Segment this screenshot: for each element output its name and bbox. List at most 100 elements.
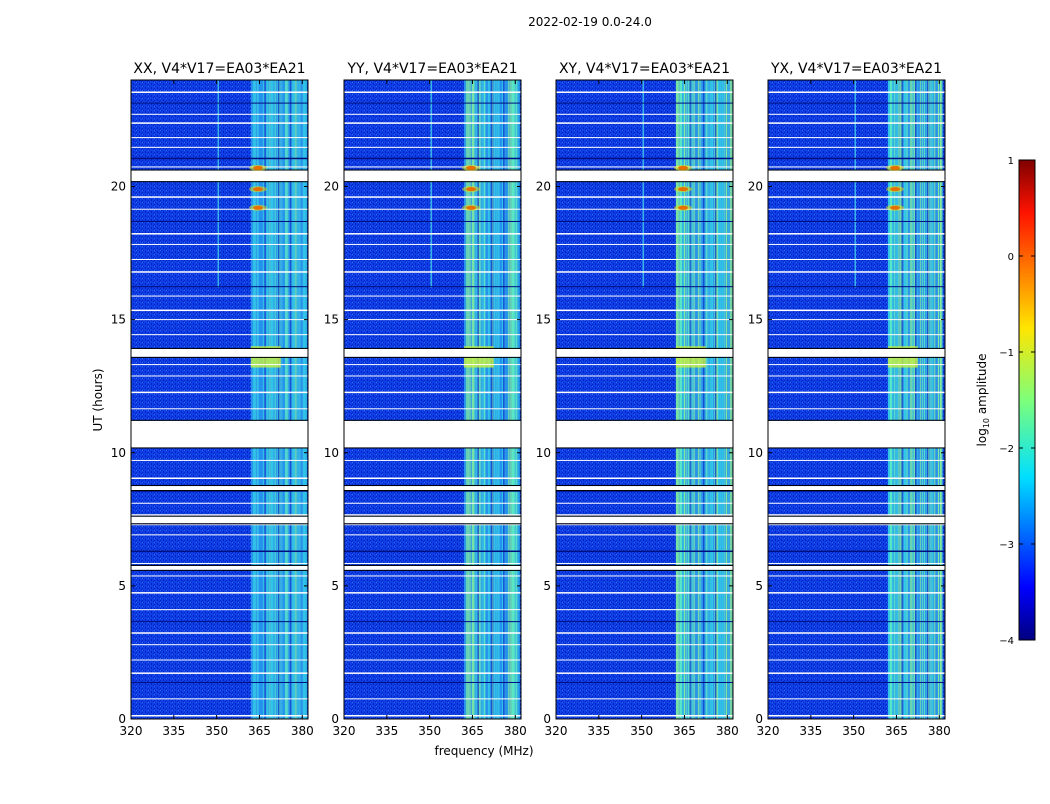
rfi-line (854, 80, 857, 288)
flagged-gap (131, 420, 308, 448)
flagged-gap (556, 348, 733, 357)
y-tick-label: 15 (748, 313, 763, 327)
panel-title: YY, V4*V17=EA03*EA21 (346, 61, 517, 77)
x-tick-label: 350 (630, 724, 653, 738)
panel-heatmap (131, 80, 308, 719)
colorbar-tick-label: −1 (999, 348, 1014, 359)
y-tick-label: 20 (536, 180, 551, 194)
colorbar-tick-label: 0 (1008, 252, 1014, 263)
y-tick-label: 10 (111, 446, 126, 460)
x-axis-label: frequency (MHz) (434, 744, 533, 758)
colorbar-tick-label: −3 (999, 540, 1014, 551)
y-tick-label: 20 (748, 180, 763, 194)
flagged-gap (344, 348, 521, 357)
y-tick-label: 5 (118, 579, 126, 593)
panels-group: XX, V4*V17=EA03*EA21 320 335 350 365 380 0 5 10 1… (111, 61, 951, 738)
flagged-gap (768, 170, 945, 182)
colorbar-label-sub: 10 (982, 418, 991, 428)
y-tick-label: 15 (111, 313, 126, 327)
x-tick-label: 320 (545, 724, 568, 738)
flagged-gap (344, 420, 521, 448)
x-tick-label: 350 (205, 724, 228, 738)
y-tick-label: 0 (543, 712, 551, 726)
panel-title: YX, V4*V17=EA03*EA21 (770, 61, 942, 77)
flagged-gap (556, 516, 733, 524)
x-tick-label: 335 (375, 724, 398, 738)
colorbar-ticks: 1 0 −1 −2 −3 −4 (999, 156, 1035, 647)
colorbar-tick-label: −4 (999, 636, 1014, 647)
flagged-gap (344, 486, 521, 491)
flagged-gap (768, 516, 945, 524)
x-tick-label: 320 (120, 724, 143, 738)
y-axis-label: UT (hours) (91, 368, 105, 431)
y-tick-label: 5 (543, 579, 551, 593)
flagged-gap (556, 420, 733, 448)
flagged-gap (344, 516, 521, 524)
y-tick-label: 0 (331, 712, 339, 726)
x-tick-label: 365 (673, 724, 696, 738)
flagged-gap (768, 565, 945, 570)
panel-2: YY, V4*V17=EA03*EA21 320 335 350 365 380 0 5 10 1… (324, 61, 527, 738)
y-tick-label: 0 (118, 712, 126, 726)
x-tick-label: 335 (799, 724, 822, 738)
x-tick-label: 335 (162, 724, 185, 738)
colorbar-gradient (1018, 159, 1036, 641)
panel-title: XY, V4*V17=EA03*EA21 (559, 61, 730, 77)
x-tick-label: 365 (248, 724, 271, 738)
x-tick-label: 350 (842, 724, 865, 738)
colorbar-label-main: log (975, 428, 989, 446)
panel-1: XX, V4*V17=EA03*EA21 320 335 350 365 380 0 5 10 1… (111, 61, 314, 738)
flagged-gap (131, 516, 308, 524)
colorbar-tick-label: −2 (999, 444, 1014, 455)
flagged-gap (768, 348, 945, 357)
x-tick-label: 380 (291, 724, 314, 738)
y-tick-label: 10 (748, 446, 763, 460)
x-tick-label: 335 (587, 724, 610, 738)
figure-title: 2022-02-19 0.0-24.0 (528, 15, 652, 29)
y-tick-label: 0 (755, 712, 763, 726)
panel-3: XY, V4*V17=EA03*EA21 320 335 350 365 380 0 5 10 1… (536, 61, 739, 738)
flagged-gap (344, 170, 521, 182)
flagged-gap (768, 486, 945, 491)
y-tick-label: 15 (324, 313, 339, 327)
flagged-gap (556, 486, 733, 491)
x-tick-label: 380 (504, 724, 527, 738)
panel-frame (343, 79, 522, 720)
x-tick-label: 365 (461, 724, 484, 738)
flagged-gap (131, 486, 308, 491)
panel-frame (555, 79, 734, 720)
x-tick-label: 365 (885, 724, 908, 738)
panel-frame (130, 79, 309, 720)
y-tick-label: 10 (536, 446, 551, 460)
rfi-line (642, 80, 645, 288)
panel-heatmap (556, 80, 733, 719)
y-tick-label: 20 (324, 180, 339, 194)
panel-title: XX, V4*V17=EA03*EA21 (133, 61, 305, 77)
rfi-line (430, 80, 433, 288)
x-tick-label: 380 (716, 724, 739, 738)
colorbar: 10−1−2−3−4 log10 amplitude (975, 156, 1036, 647)
y-tick-label: 10 (324, 446, 339, 460)
y-tick-label: 5 (331, 579, 339, 593)
x-tick-label: 350 (418, 724, 441, 738)
y-tick-label: 20 (111, 180, 126, 194)
flagged-gap (556, 170, 733, 182)
panel-heatmap (344, 80, 521, 719)
flagged-gap (344, 565, 521, 570)
panel-heatmap (768, 80, 945, 719)
colorbar-tick-label: 1 (1008, 156, 1014, 167)
panel-frame (767, 79, 946, 720)
flagged-gap (768, 420, 945, 448)
x-tick-label: 320 (333, 724, 356, 738)
flagged-gap (131, 565, 308, 570)
flagged-gap (131, 348, 308, 357)
panel-4: YX, V4*V17=EA03*EA21 320 335 350 365 380 0 5 10 1… (748, 61, 951, 738)
y-tick-label: 5 (755, 579, 763, 593)
flagged-gap (556, 565, 733, 570)
colorbar-label-rest: amplitude (975, 354, 989, 418)
rfi-line (217, 80, 220, 288)
x-tick-label: 320 (757, 724, 780, 738)
y-tick-label: 15 (536, 313, 551, 327)
